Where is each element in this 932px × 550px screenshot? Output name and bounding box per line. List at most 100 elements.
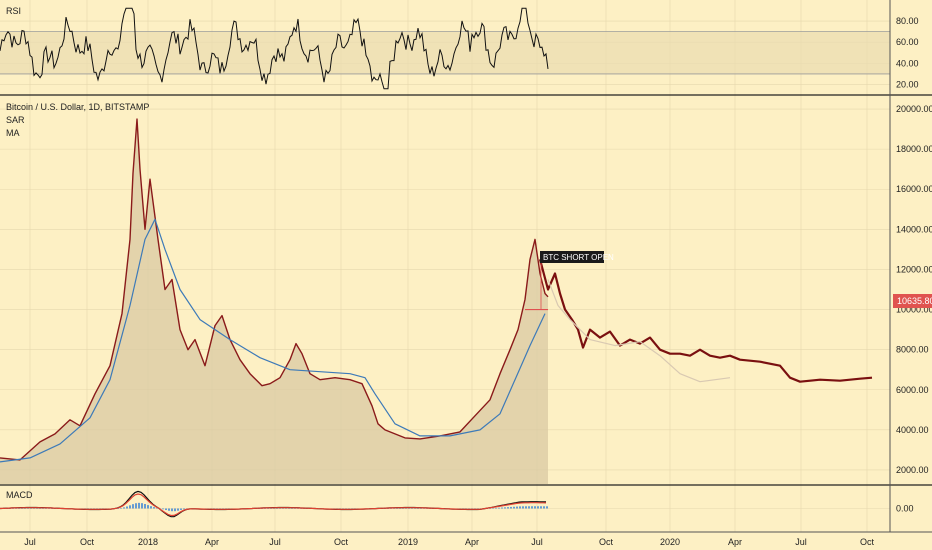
macd-histogram-bar	[534, 506, 536, 509]
macd-histogram-bar	[507, 507, 509, 509]
macd-histogram-bar	[42, 508, 44, 509]
x-tick-label: Apr	[205, 537, 219, 547]
x-tick-label: Oct	[599, 537, 614, 547]
macd-histogram-bar	[525, 506, 527, 509]
rsi-band	[0, 31, 890, 74]
rsi-tick-label: 20.00	[896, 80, 919, 90]
macd-histogram-bar	[399, 508, 401, 509]
macd-histogram-bar	[519, 506, 521, 509]
x-tick-label: Oct	[334, 537, 349, 547]
macd-histogram-bar	[18, 508, 20, 509]
macd-histogram-bar	[489, 508, 491, 509]
macd-histogram-bar	[171, 508, 173, 512]
macd-histogram-bar	[504, 507, 506, 509]
x-tick-label: Apr	[728, 537, 742, 547]
macd-histogram-bar	[135, 503, 137, 509]
macd-histogram-bar	[15, 508, 17, 509]
price-tick-label: 10000.00	[896, 305, 932, 315]
macd-histogram-bar	[21, 508, 23, 509]
macd-pane[interactable]	[0, 490, 548, 518]
rsi-line	[0, 7, 549, 90]
series-projection	[538, 259, 873, 383]
macd-histogram-bar	[132, 504, 134, 509]
x-tick-label: Jul	[24, 537, 36, 547]
macd-histogram-bar	[501, 507, 503, 509]
macd-histogram-bar	[282, 508, 284, 509]
macd-histogram-bar	[495, 507, 497, 509]
macd-histogram-bar	[417, 508, 419, 509]
macd-histogram-bar	[168, 508, 170, 511]
price-tick-label: 8000.00	[896, 345, 929, 355]
macd-histogram-bar	[285, 508, 287, 509]
x-tick-label: Oct	[80, 537, 95, 547]
macd-histogram-bar	[516, 506, 518, 509]
price-tick-label: 4000.00	[896, 425, 929, 435]
macd-histogram-bar	[540, 506, 542, 509]
macd-histogram-bar	[126, 506, 128, 509]
macd-histogram-bar	[117, 508, 119, 509]
price-tick-label: 18000.00	[896, 144, 932, 154]
series-moving-average	[0, 218, 546, 463]
macd-histogram-bar	[288, 508, 290, 509]
macd-histogram-bar	[546, 506, 548, 509]
macd-histogram-bar	[531, 506, 533, 509]
macd-histogram-bar	[513, 506, 515, 509]
macd-histogram-bar	[150, 506, 152, 509]
grid-lines	[0, 0, 890, 532]
annotation-box[interactable]	[540, 251, 604, 263]
price-tick-label: 16000.00	[896, 184, 932, 194]
price-tick-label: 14000.00	[896, 224, 932, 234]
macd-histogram-bar	[144, 503, 146, 509]
last-price-badge	[893, 294, 932, 308]
macd-histogram-bar	[396, 508, 398, 509]
x-tick-label: 2018	[138, 537, 158, 547]
ma-indicator-label: MA	[6, 128, 20, 138]
macd-histogram-bar	[177, 508, 179, 511]
macd-title: MACD	[6, 490, 33, 500]
macd-histogram-bar	[276, 508, 278, 509]
price-tick-label: 2000.00	[896, 465, 929, 475]
macd-histogram-bar	[156, 507, 158, 509]
macd-histogram-bar	[393, 508, 395, 509]
x-tick-label: Jul	[269, 537, 281, 547]
macd-histogram-bar	[30, 508, 32, 509]
macd-histogram-bar	[402, 508, 404, 509]
rsi-tick-label: 60.00	[896, 37, 919, 47]
macd-histogram-bar	[138, 502, 140, 509]
rsi-tick-label: 40.00	[896, 58, 919, 68]
sar-indicator-label: SAR	[6, 115, 25, 125]
macd-histogram-bar	[408, 508, 410, 509]
macd-histogram-bar	[27, 508, 29, 509]
x-tick-label: Apr	[465, 537, 479, 547]
macd-histogram-bar	[183, 508, 185, 510]
macd-histogram-bar	[123, 507, 125, 509]
macd-histogram-bar	[537, 506, 539, 509]
macd-histogram-bar	[420, 508, 422, 509]
macd-histogram-bar	[153, 507, 155, 509]
x-tick-label: 2020	[660, 537, 680, 547]
macd-histogram-bar	[45, 508, 47, 509]
series-price-history	[0, 118, 549, 461]
macd-histogram-bar	[291, 508, 293, 509]
series-ghost-projection	[547, 279, 731, 383]
macd-histogram-bar	[180, 508, 182, 510]
rsi-pane[interactable]	[0, 7, 890, 90]
price-tick-label: 6000.00	[896, 385, 929, 395]
macd-histogram-bar	[522, 506, 524, 509]
macd-histogram-bar	[162, 508, 164, 510]
price-pane[interactable]	[0, 118, 873, 484]
macd-histogram-bar	[294, 508, 296, 509]
last-price-label: 10635.80	[897, 296, 932, 306]
rsi-tick-label: 80.00	[896, 16, 919, 26]
macd-histogram-bar	[174, 508, 176, 512]
macd-histogram-bar	[147, 505, 149, 509]
macd-histogram-bar	[543, 506, 545, 509]
macd-histogram-bar	[405, 508, 407, 509]
macd-histogram-bar	[273, 508, 275, 509]
macd-histogram-bar	[36, 508, 38, 509]
price-title: Bitcoin / U.S. Dollar, 1D, BITSTAMP	[6, 102, 149, 112]
macd-histogram-bar	[279, 508, 281, 509]
macd-histogram-bar	[33, 508, 35, 509]
macd-histogram-bar	[39, 508, 41, 509]
